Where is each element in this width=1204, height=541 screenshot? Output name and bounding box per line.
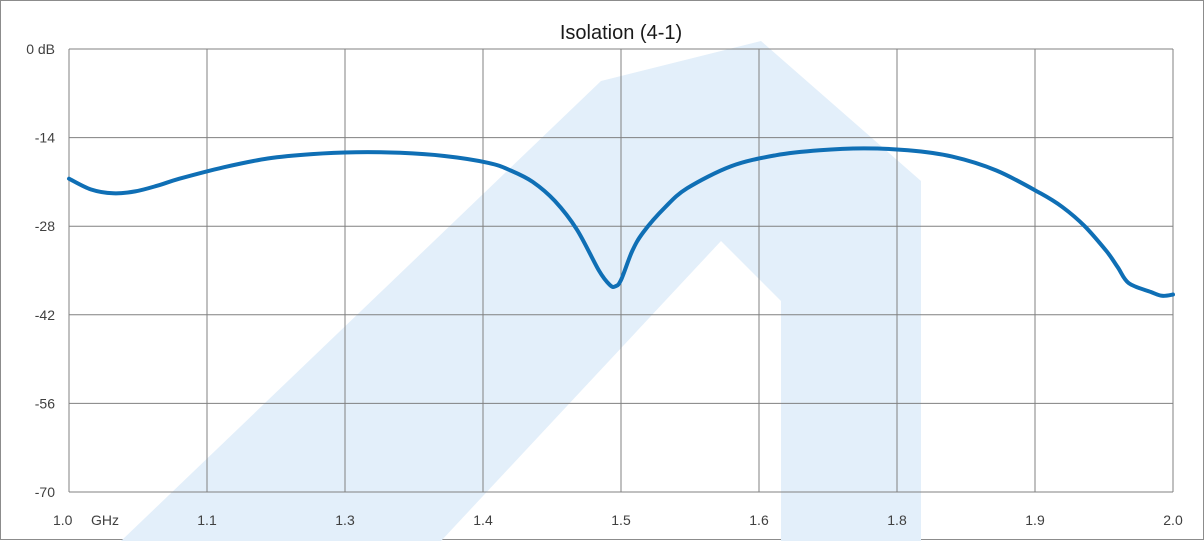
x-unit-label: GHz (91, 512, 119, 528)
x-tick-label: 1.5 (611, 512, 631, 528)
x-tick-label: 1.4 (473, 512, 493, 528)
x-tick-label: 1.1 (197, 512, 217, 528)
y-tick-label: -14 (35, 130, 55, 146)
x-tick-label: 1.3 (335, 512, 355, 528)
x-tick-label: 2.0 (1163, 512, 1183, 528)
x-tick-label: 1.6 (749, 512, 769, 528)
y-tick-label: 0 dB (26, 41, 55, 57)
y-tick-label: -42 (35, 307, 55, 323)
x-tick-label: 1.0 (53, 512, 73, 528)
y-tick-label: -28 (35, 218, 55, 234)
watermark (121, 41, 921, 541)
y-tick-label: -56 (35, 395, 55, 411)
grid (68, 48, 1174, 493)
series-line-0 (67, 146, 1175, 298)
chart-title: Isolation (4-1) (560, 22, 682, 44)
series-layer (67, 146, 1175, 298)
x-tick-label: 1.9 (1025, 512, 1045, 528)
x-tick-label: 1.8 (887, 512, 907, 528)
y-tick-label: -70 (35, 484, 55, 500)
tick-labels: 0 dB -14 -28 -42 -56 -70 1.0 1.1 1.3 1.4 1.5 1.6 1.8… (26, 41, 1183, 528)
